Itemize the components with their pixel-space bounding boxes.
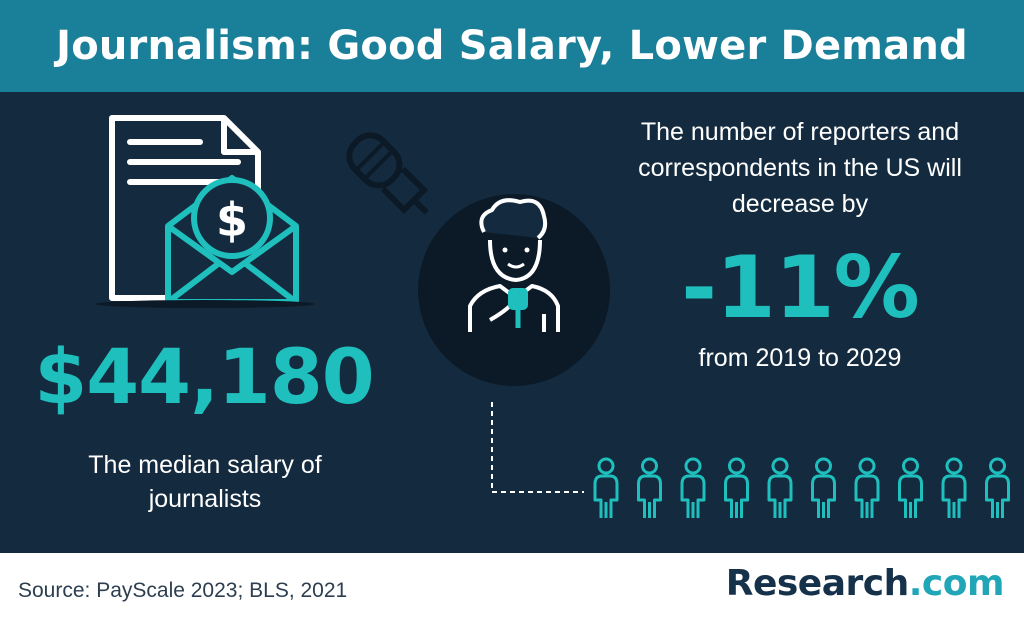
page-title: Journalism: Good Salary, Lower Demand: [56, 23, 968, 69]
decrease-caption: from 2019 to 2029: [698, 344, 902, 372]
svg-text:$: $: [216, 193, 248, 247]
person-icon: [593, 457, 619, 518]
person-icon: [985, 457, 1010, 518]
main-panel: $: [0, 92, 1024, 553]
person-icon: [724, 457, 749, 518]
person-icon: [898, 457, 923, 518]
dashed-connector: [491, 402, 584, 493]
decrease-intro: The number of reporters and corresponden…: [638, 118, 962, 218]
salary-value: $44,180: [34, 332, 374, 421]
footer: Source: PayScale 2023; BLS, 2021 Researc…: [0, 553, 1024, 625]
person-icon: [637, 457, 662, 518]
brand-main: Research: [725, 563, 910, 604]
person-icon: [767, 457, 793, 518]
person-icon: [854, 457, 880, 518]
dollar-icon: $: [191, 177, 273, 259]
person-icon: [941, 457, 967, 518]
source-note: Source: PayScale 2023; BLS, 2021: [18, 579, 348, 602]
salary-caption: The median salary of journalists: [88, 451, 322, 513]
person-icon: [811, 457, 836, 518]
icon-shadow: [95, 300, 315, 308]
microphone-icon: [346, 132, 429, 215]
brand-suffix: .com: [908, 563, 1005, 604]
reporter-icon: [468, 198, 560, 332]
illustration-layer: $: [95, 115, 1010, 518]
decrease-value: -11%: [681, 238, 920, 338]
people-row: [593, 457, 1010, 518]
header-banner: Journalism: Good Salary, Lower Demand: [0, 0, 1024, 92]
brand-logo: Research.com: [725, 563, 1005, 604]
person-icon: [680, 457, 706, 518]
